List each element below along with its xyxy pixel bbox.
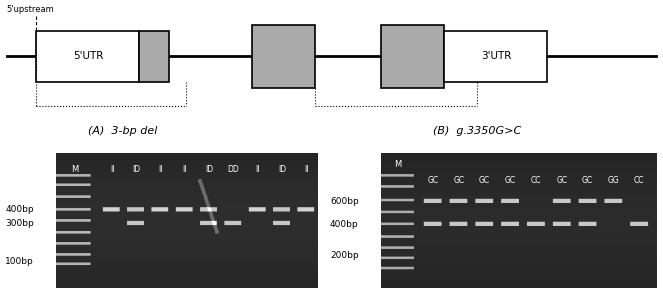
Text: 600bp: 600bp xyxy=(330,197,359,206)
Text: GC: GC xyxy=(479,176,490,185)
Text: CC: CC xyxy=(634,176,644,185)
Text: ID: ID xyxy=(206,165,213,174)
Text: GC: GC xyxy=(428,176,439,185)
Text: 200bp: 200bp xyxy=(330,251,359,260)
Text: 5'upstream: 5'upstream xyxy=(7,5,54,14)
Text: GC: GC xyxy=(505,176,516,185)
Text: (A)  3-bp del: (A) 3-bp del xyxy=(88,126,157,136)
Text: (B)  g.3350G>C: (B) g.3350G>C xyxy=(433,126,522,136)
Text: II: II xyxy=(158,165,163,174)
Text: ID: ID xyxy=(132,165,141,174)
Text: GC: GC xyxy=(453,176,465,185)
Text: ID: ID xyxy=(278,165,286,174)
Text: II: II xyxy=(183,165,187,174)
Text: GC: GC xyxy=(582,176,593,185)
Text: II: II xyxy=(110,165,114,174)
Text: II: II xyxy=(304,165,309,174)
Text: 5'UTR: 5'UTR xyxy=(73,51,103,61)
Bar xyxy=(381,25,444,88)
Text: 400bp: 400bp xyxy=(330,220,359,229)
Text: DD: DD xyxy=(227,165,239,174)
Bar xyxy=(36,31,139,82)
Text: M: M xyxy=(71,165,78,174)
Text: 300bp: 300bp xyxy=(5,219,34,228)
Bar xyxy=(252,25,315,88)
Bar xyxy=(444,31,547,82)
Bar xyxy=(139,31,169,82)
Text: GG: GG xyxy=(607,176,619,185)
Text: 100bp: 100bp xyxy=(5,257,34,265)
Text: M: M xyxy=(394,160,401,169)
Text: 400bp: 400bp xyxy=(5,205,34,214)
Text: II: II xyxy=(256,165,260,174)
Text: GC: GC xyxy=(556,176,568,185)
Text: 3'UTR: 3'UTR xyxy=(481,51,511,61)
Text: CC: CC xyxy=(531,176,542,185)
